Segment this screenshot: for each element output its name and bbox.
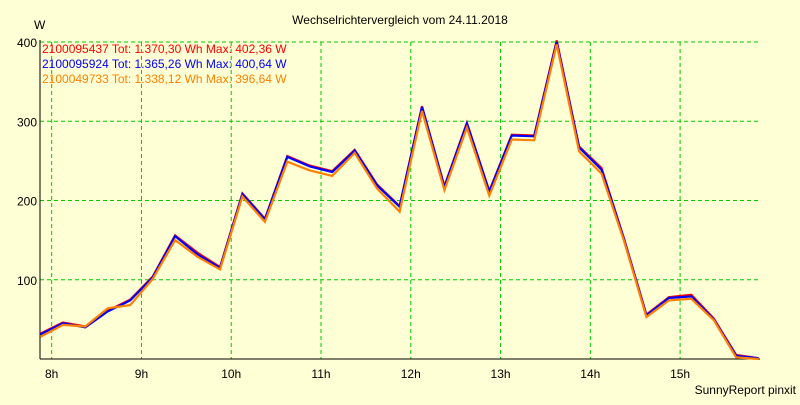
legend-entry-2100095924: 2100095924 Tot: 1.365,26 Wh Max: 400,64 … [42,57,287,71]
x-tick-label: 8h [45,367,58,381]
y-tick-label: 400 [17,36,37,50]
x-tick-label: 10h [221,367,241,381]
y-tick-label: 200 [17,195,37,209]
y-tick-label: 100 [17,274,37,288]
x-tick-label: 14h [580,367,600,381]
x-tick-label: 11h [311,367,330,381]
legend-entry-2100095437: 2100095437 Tot: 1.370,30 Wh Max: 402,36 … [42,42,287,56]
footer-credit: SunnyReport pinxit [695,383,797,397]
y-axis-unit-label: W [34,18,46,32]
x-tick-label: 15h [670,367,690,381]
x-tick-label: 13h [491,367,511,381]
legend-entry-2100049733: 2100049733 Tot: 1.338,12 Wh Max: 396,64 … [42,72,287,86]
x-tick-label: 9h [135,367,148,381]
y-tick-label: 300 [17,115,37,129]
x-tick-label: 12h [401,367,421,381]
chart-title: Wechselrichtervergleich vom 24.11.2018 [292,13,508,27]
series-line-2100049733 [39,44,759,361]
